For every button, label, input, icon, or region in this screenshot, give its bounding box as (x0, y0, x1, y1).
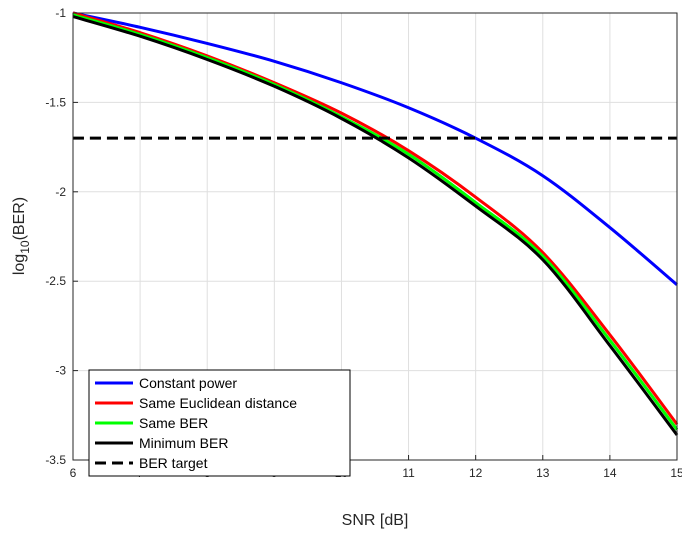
x-axis-label: SNR [dB] (342, 512, 409, 529)
series-group (72, 11, 679, 436)
y-axis-label: log10(BER) (11, 197, 32, 275)
plot-frame (72, 12, 678, 461)
x-tick-label: 13 (536, 466, 550, 480)
legend-label-same-euclidean-distance: Same Euclidean distance (139, 395, 297, 411)
x-tick-label: 14 (603, 466, 617, 480)
y-axis-label-base: log (11, 254, 28, 275)
y-tick-label: -1 (55, 6, 66, 20)
y-tick-label: -2.5 (45, 274, 66, 288)
y-tick-label: -2 (55, 185, 66, 199)
y-axis-label-rest: (BER) (11, 197, 28, 241)
x-tick-label: 6 (70, 466, 77, 480)
legend: Constant power Same Euclidean distance Sam… (88, 369, 351, 477)
legend-label-minimum-ber: Minimum BER (139, 435, 228, 451)
legend-label-constant-power: Constant power (139, 375, 237, 391)
y-tick-label: -3 (55, 364, 66, 378)
series-line-minimum-ber (72, 15, 679, 436)
series-line-same-ber (72, 13, 679, 431)
x-tick-label: 12 (469, 466, 483, 480)
x-tick-label: 11 (402, 466, 415, 480)
y-ticks: -1 -1.5 -2 -2.5 -3 -3.5 (45, 6, 78, 467)
series-line-constant-power (72, 11, 678, 286)
legend-label-ber-target: BER target (139, 455, 208, 471)
series-line-same-euclidean-distance (72, 11, 679, 426)
y-tick-label: -1.5 (45, 95, 66, 109)
legend-label-same-ber: Same BER (139, 415, 208, 431)
y-axis-label-subscript: 10 (18, 240, 32, 254)
y-tick-label: -3.5 (45, 453, 66, 467)
x-tick-label: 15 (670, 466, 682, 480)
